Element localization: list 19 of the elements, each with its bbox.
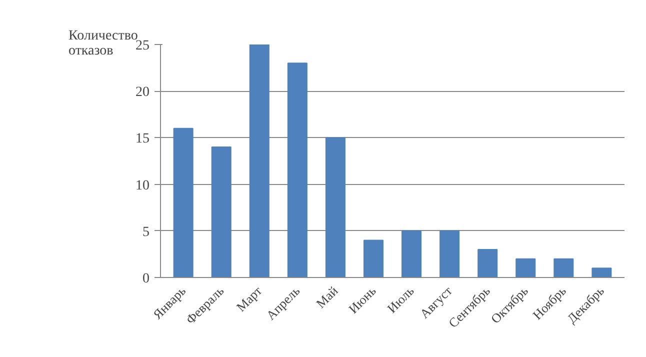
y-tick-label: 20: [136, 85, 150, 100]
bar: [249, 44, 270, 278]
bar: [325, 137, 346, 278]
bar: [363, 240, 384, 278]
bar: [440, 230, 460, 278]
bar: [516, 258, 536, 278]
bar: [211, 146, 232, 278]
bar: [402, 230, 422, 278]
y-tick-label: 10: [136, 178, 150, 194]
y-tick-label: 0: [142, 272, 150, 286]
bar: [173, 128, 194, 278]
y-tick-label: 15: [136, 132, 150, 147]
bar: [554, 258, 574, 278]
y-tick-label: 5: [142, 224, 150, 240]
x-tick-label: Май: [312, 283, 341, 311]
bar: [592, 268, 612, 278]
bar: [287, 62, 308, 278]
y-tick-label: 25: [136, 38, 150, 54]
bar: [478, 249, 498, 278]
